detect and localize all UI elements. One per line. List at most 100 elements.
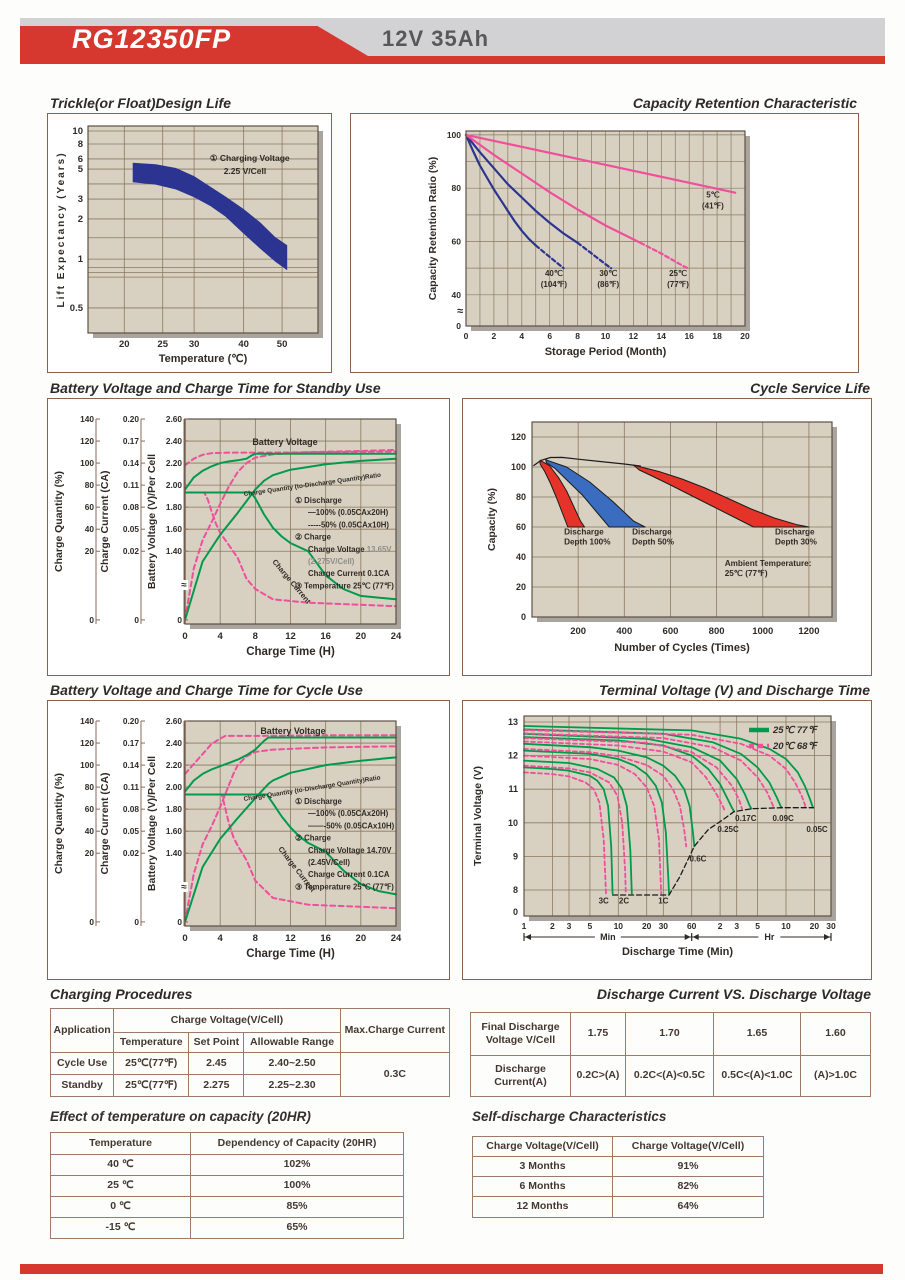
terminal-svg: 3C 2C 1C 0.6C 0.25C 0.17C 0.09C 0.05C 25℃ 77℉ 20℃… [472, 715, 836, 958]
svg-text:10: 10 [601, 331, 611, 341]
svg-text:100: 100 [447, 130, 461, 140]
charging-cycle-use-label: Cycle Use [49, 1052, 115, 1075]
discharge-current-label: Discharge Current(A) [470, 1055, 571, 1097]
label-line: Final Discharge [481, 1020, 560, 1033]
section-title-capacity-retention: Capacity Retention Characteristic [632, 95, 857, 111]
svg-text:0.05C: 0.05C [806, 825, 828, 834]
svg-text:18: 18 [712, 331, 722, 341]
svg-text:60: 60 [85, 804, 95, 814]
charging-standby-temperature: 25℃(77℉) [113, 1074, 190, 1097]
svg-text:80: 80 [85, 782, 95, 792]
svg-text:5: 5 [78, 164, 84, 175]
voltage-cell: 1.70 [625, 1012, 714, 1056]
effect-capacity: 102% [190, 1154, 404, 1176]
svg-text:Depth 100%: Depth 100% [564, 538, 611, 547]
svg-text:0.5: 0.5 [70, 303, 84, 314]
svg-text:80: 80 [516, 492, 526, 502]
svg-text:16: 16 [320, 933, 331, 944]
svg-text:2: 2 [492, 331, 497, 341]
svg-text:40: 40 [238, 339, 249, 350]
effect-temp: 0 ℃ [50, 1196, 191, 1218]
svg-text:20℃ 68℉: 20℃ 68℉ [772, 741, 818, 752]
cyclelife-svg: 0 20 40 60 80 100 120 200 400 600 800 1000 1200 Numbe… [486, 421, 837, 654]
svg-text:12: 12 [285, 631, 296, 642]
svg-text:(2.275V/Cell): (2.275V/Cell) [308, 557, 355, 566]
svg-text:800: 800 [709, 626, 725, 637]
svg-text:2.60: 2.60 [166, 414, 183, 424]
svg-text:2.00: 2.00 [166, 782, 183, 792]
table-row: Final Discharge Voltage V/Cell 1.75 1.70… [470, 1012, 871, 1056]
selfdischarge-period: 6 Months [472, 1176, 613, 1197]
svg-text:20: 20 [516, 582, 526, 592]
charging-header-allowable-range: Allowable Range [243, 1032, 341, 1053]
svg-text:Charge Current (CA): Charge Current (CA) [99, 470, 111, 572]
selfdischarge-period: 3 Months [472, 1156, 613, 1177]
svg-text:Charge Current (CA): Charge Current (CA) [99, 772, 111, 874]
effect-temp: 40 ℃ [50, 1154, 191, 1176]
svg-text:0: 0 [89, 615, 94, 625]
svg-text:Hr: Hr [764, 932, 774, 942]
svg-text:24: 24 [391, 933, 402, 944]
svg-text:8: 8 [78, 139, 83, 150]
svg-text:Discharge: Discharge [632, 528, 672, 537]
svg-text:2.40: 2.40 [166, 738, 183, 748]
svg-text:3: 3 [78, 194, 83, 205]
svg-text:0.20: 0.20 [123, 414, 140, 424]
svg-text:0.6C: 0.6C [690, 854, 707, 863]
battery-spec: 12V 35Ah [382, 26, 490, 51]
svg-text:Charge Voltage 14.70V: Charge Voltage 14.70V [308, 846, 392, 855]
svg-text:60: 60 [85, 502, 95, 512]
designlife-svg: 10 8 65 3 2 1 0.5 20 25 30 40 50 Temperature (℃) Lift… [56, 125, 323, 365]
svg-text:10: 10 [508, 818, 518, 828]
svg-text:Charge Current 0.1CA: Charge Current 0.1CA [308, 569, 390, 578]
svg-text:0: 0 [182, 631, 187, 642]
svg-text:2: 2 [718, 921, 723, 931]
svg-text:≈: ≈ [181, 882, 187, 893]
table-row: 25 ℃ 100% [50, 1175, 404, 1197]
section-title-cycle-service-life: Cycle Service Life [750, 380, 870, 396]
discharge-voltage-table: Final Discharge Voltage V/Cell 1.75 1.70… [470, 1012, 871, 1097]
svg-text:1.40: 1.40 [166, 546, 183, 556]
svg-text:600: 600 [663, 626, 679, 637]
svg-text:≈: ≈ [457, 305, 463, 317]
effect-temp: 25 ℃ [50, 1175, 191, 1197]
svg-text:16: 16 [684, 331, 694, 341]
charging-header-application: Application [49, 1008, 115, 1053]
svg-text:25: 25 [157, 339, 168, 350]
svg-text:0.05: 0.05 [123, 524, 140, 534]
cycle-service-life-chart: 0 20 40 60 80 100 120 200 400 600 800 1000 1200 Numbe… [462, 398, 872, 676]
svg-text:—100% (0.05CAx20H): —100% (0.05CAx20H) [308, 809, 389, 818]
table-row: Standby 25℃(77℉) 2.275 2.25~2.30 [49, 1074, 450, 1097]
charging-header-charge-voltage: Charge Voltage(V/Cell) [113, 1008, 341, 1033]
svg-text:25℃ (77℉): 25℃ (77℉) [725, 569, 768, 578]
svg-text:40: 40 [516, 552, 526, 562]
charging-header-max-current: Max.Charge Current [339, 1008, 451, 1053]
svg-text:0: 0 [182, 933, 187, 944]
svg-text:Battery Voltage: Battery Voltage [260, 726, 325, 736]
section-title-cycle-charge: Battery Voltage and Charge Time for Cycl… [50, 682, 363, 698]
table-row: Discharge Current(A) 0.2C>(A) 0.2C<(A)<0… [470, 1055, 871, 1097]
svg-text:① Charging Voltage: ① Charging Voltage [210, 153, 290, 163]
svg-text:Battery Voltage (V)/Per Cell: Battery Voltage (V)/Per Cell [146, 454, 158, 589]
svg-text:30℃: 30℃ [599, 269, 617, 278]
svg-text:0.14: 0.14 [123, 458, 140, 468]
svg-text:Charge Time (H): Charge Time (H) [246, 948, 335, 960]
capacity-retention-chart: 40℃ (104℉) 30℃ (86℉) 25℃ (77℉) 5℃ (41℉) 0 40 60 80 1… [350, 113, 859, 373]
table-row: 12 Months 64% [472, 1196, 764, 1218]
table-row: 40 ℃ 102% [50, 1154, 404, 1176]
svg-text:——-50% (0.05CAx10H): ——-50% (0.05CAx10H) [308, 821, 395, 830]
svg-text:Lift Expectancy (Years): Lift Expectancy (Years) [56, 151, 67, 307]
svg-text:4: 4 [218, 933, 224, 944]
charging-standby-set-point: 2.275 [188, 1074, 245, 1097]
svg-text:Battery Voltage (V)/Per Cell: Battery Voltage (V)/Per Cell [146, 756, 158, 891]
svg-text:5℃: 5℃ [706, 191, 719, 200]
svg-text:8: 8 [575, 331, 580, 341]
svg-text:(2.45V/Cell): (2.45V/Cell) [308, 858, 350, 867]
svg-text:3: 3 [734, 921, 739, 931]
svg-text:Charge Voltage 13.65V: Charge Voltage 13.65V [308, 545, 392, 554]
svg-text:140: 140 [80, 716, 94, 726]
svg-text:0: 0 [177, 917, 182, 927]
charging-standby-label: Standby [49, 1074, 115, 1097]
svg-text:24: 24 [391, 631, 402, 642]
